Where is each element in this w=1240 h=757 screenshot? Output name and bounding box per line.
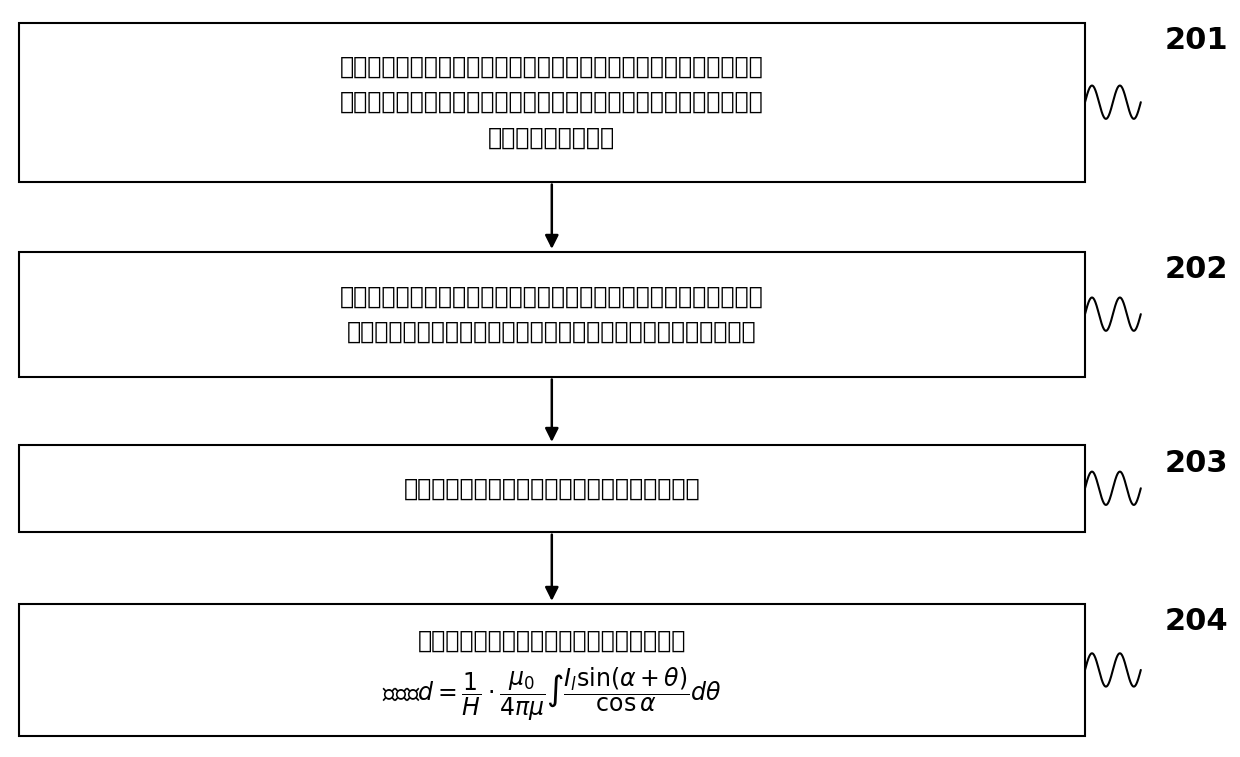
Text: 202: 202 <box>1164 256 1229 285</box>
Text: 在电流源没有向第一油井的套管供电时，获取磁传感器检测到的静磁
场的第一磁场强度信息，并对第一磁场强度信息进行傅里叶变换，得
到静磁场的第一幅值: 在电流源没有向第一油井的套管供电时，获取磁传感器检测到的静磁 场的第一磁场强度信… <box>340 55 764 150</box>
Bar <box>19 445 1085 531</box>
Text: 201: 201 <box>1164 26 1229 55</box>
Text: 203: 203 <box>1164 448 1229 478</box>
Bar <box>19 251 1085 377</box>
Bar <box>19 604 1085 736</box>
Bar <box>19 23 1085 182</box>
Text: 将第二幅值减去第一幅值，得到交变磁场的幅值: 将第二幅值减去第一幅值，得到交变磁场的幅值 <box>403 476 701 500</box>
Text: 204: 204 <box>1164 607 1229 637</box>
Text: 根据幅值，确定第二油井与第一油井之间的: 根据幅值，确定第二油井与第一油井之间的 <box>418 629 686 653</box>
Text: 距离为$d=\dfrac{1}{H}\cdot\dfrac{\mu_{0}}{4\pi\mu}\int\dfrac{I_l\sin(\alpha+\theta): 距离为$d=\dfrac{1}{H}\cdot\dfrac{\mu_{0}}{4… <box>382 665 722 723</box>
Text: 在电流源向第一油井的套管供电时，获取磁传感器检测到的第二磁场
强度信息，并对第二磁场强度信息进行傅里叶变换，得到第二幅值: 在电流源向第一油井的套管供电时，获取磁传感器检测到的第二磁场 强度信息，并对第二… <box>340 285 764 344</box>
